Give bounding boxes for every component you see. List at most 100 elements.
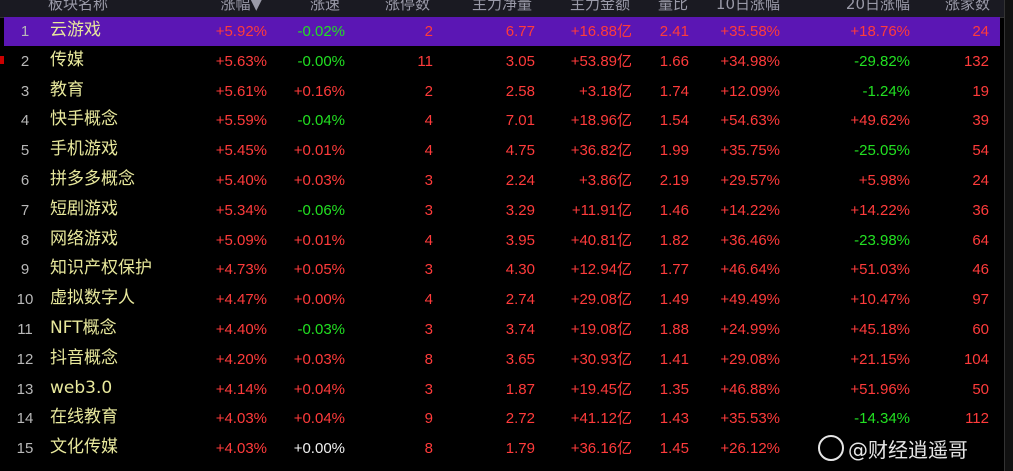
cell-d10: +34.98% [720, 52, 780, 70]
header-6[interactable]: 量比 [657, 0, 688, 13]
cell-up: 54 [972, 142, 989, 160]
table-row[interactable]: 12 抖音概念 +4.20% +0.03% 8 3.65 +30.93亿 1.41 +29.08… [4, 345, 1000, 374]
cell-up: 19 [972, 82, 989, 100]
sector-name: 抖音概念 [50, 347, 118, 368]
cell-spd: -0.00% [297, 52, 345, 70]
cell-d20: +49.62% [850, 112, 910, 130]
table-row[interactable]: 3 教育 +5.61% +0.16% 2 2.58 +3.18亿 1.74 +12.09% -1.… [4, 77, 1000, 106]
cell-jl: 3.05 [505, 52, 535, 70]
cell-d10: +35.53% [720, 410, 780, 428]
cell-zt: 4 [424, 231, 433, 249]
cell-spd: -0.04% [297, 112, 345, 130]
scrollbar[interactable] [1004, 0, 1013, 471]
cell-lb: 1.45 [659, 440, 689, 458]
sector-name: 短剧游戏 [50, 198, 118, 219]
row-index: 13 [16, 380, 34, 398]
cell-chg: +5.09% [215, 231, 267, 249]
sector-name: 传媒 [50, 49, 84, 70]
table-row[interactable]: 7 短剧游戏 +5.34% -0.06% 3 3.29 +11.91亿 1.46 +14.22%… [4, 196, 1000, 225]
sector-name: 在线教育 [50, 407, 118, 428]
cell-chg: +4.47% [215, 291, 267, 309]
header-9[interactable]: 涨家数 [944, 0, 990, 13]
cell-jl: 2.72 [505, 410, 535, 428]
cell-jl: 4.75 [505, 142, 535, 160]
sector-name: 拼多多概念 [50, 169, 135, 189]
cell-d10: +46.64% [720, 261, 780, 279]
sector-name: NFT概念 [50, 318, 117, 338]
cell-lb: 2.19 [659, 172, 689, 189]
cell-lb: 1.49 [659, 291, 689, 309]
table-row[interactable]: 8 网络游戏 +5.09% +0.01% 4 3.95 +40.81亿 1.82 +36.46%… [4, 226, 1000, 255]
cell-zt: 3 [424, 172, 433, 189]
cell-je: +41.12亿 [570, 410, 632, 428]
watermark: @财经逍遥哥 [818, 434, 968, 463]
cell-zt: 3 [424, 261, 433, 279]
cell-lb: 1.66 [659, 52, 689, 70]
cell-je: +3.18亿 [579, 82, 632, 100]
cell-lb: 1.43 [659, 410, 689, 428]
table-row[interactable]: 9 知识产权保护 +4.73% +0.05% 3 4.30 +12.94亿 1.77 +46.6… [4, 255, 1000, 284]
table-row[interactable]: 10 虚拟数字人 +4.47% +0.00% 4 2.74 +29.08亿 1.49 +49.4… [4, 285, 1000, 314]
header-0[interactable]: 板块名称 [48, 0, 109, 13]
cell-je: +36.16亿 [570, 440, 632, 458]
cell-lb: 1.41 [659, 350, 689, 368]
cell-d20: +14.22% [850, 201, 910, 219]
table-row[interactable]: 2 传媒 +5.63% -0.00% 11 3.05 +53.89亿 1.66 +34.98% -… [4, 47, 1000, 76]
cell-d20: +51.96% [850, 380, 910, 398]
cell-chg: +5.45% [215, 142, 267, 160]
cell-lb: 1.35 [659, 380, 689, 398]
table-row[interactable]: 14 在线教育 +4.03% +0.04% 9 2.72 +41.12亿 1.43 +35.53… [4, 404, 1000, 433]
header-8[interactable]: 20日涨幅 [845, 0, 910, 13]
header-1[interactable]: 涨幅▼ [220, 0, 262, 13]
cell-je: +19.08亿 [570, 321, 632, 338]
cell-je: +53.89亿 [570, 52, 632, 70]
table-row[interactable]: 13 web3.0 +4.14% +0.04% 3 1.87 +19.45亿 1.35 +46.… [4, 375, 1000, 404]
table-row[interactable]: 1 云游戏 +5.92% -0.02% 2 6.77 +16.88亿 2.41 +35.58% +… [4, 17, 1000, 46]
table-row[interactable]: 6 拼多多概念 +5.40% +0.03% 3 2.24 +3.86亿 2.19 +29.57%… [4, 166, 1000, 195]
table-row[interactable]: 4 快手概念 +5.59% -0.04% 4 7.01 +18.96亿 1.54 +54.63%… [4, 106, 1000, 135]
cell-spd: +0.03% [293, 172, 345, 189]
cell-zt: 3 [424, 321, 433, 338]
header-2[interactable]: 涨速 [309, 0, 340, 13]
cell-d20: +45.18% [850, 321, 910, 338]
row-marker [0, 56, 4, 64]
cell-d10: +35.75% [720, 142, 780, 160]
cell-d10: +54.63% [720, 112, 780, 130]
cell-je: +36.82亿 [570, 142, 632, 160]
cell-jl: 2.24 [505, 172, 535, 189]
cell-zt: 2 [424, 23, 433, 40]
cell-jl: 3.74 [505, 321, 535, 338]
cell-je: +18.96亿 [570, 112, 632, 130]
cell-chg: +4.40% [215, 321, 267, 338]
cell-chg: +4.03% [215, 440, 267, 458]
cell-spd: +0.05% [293, 261, 345, 279]
row-index: 8 [20, 231, 30, 249]
row-index: 15 [16, 440, 34, 458]
cell-spd: +0.01% [293, 142, 345, 160]
header-5[interactable]: 主力金额 [569, 0, 630, 13]
header-7[interactable]: 10日涨幅 [715, 0, 780, 13]
cell-jl: 7.01 [505, 112, 535, 130]
cell-zt: 4 [424, 112, 433, 130]
row-index: 5 [20, 142, 30, 160]
cell-lb: 2.41 [659, 23, 689, 40]
sector-name: web3.0 [50, 377, 113, 398]
table-row[interactable]: 5 手机游戏 +5.45% +0.01% 4 4.75 +36.82亿 1.99 +35.75%… [4, 136, 1000, 165]
sector-name: 教育 [50, 79, 84, 100]
table-row[interactable]: 15 文化传媒 +4.03% +0.00% 8 1.79 +36.16亿 1.45 +26.12… [4, 434, 1000, 463]
sector-name: 手机游戏 [50, 139, 118, 160]
table-row[interactable]: 11 NFT概念 +4.40% -0.03% 3 3.74 +19.08亿 1.88 +24.9… [4, 315, 1000, 344]
cell-jl: 3.29 [505, 201, 535, 219]
row-index: 7 [20, 201, 30, 219]
sector-name: 快手概念 [50, 109, 118, 130]
cell-chg: +4.20% [215, 350, 267, 368]
header-4[interactable]: 主力净量 [471, 0, 532, 13]
header-3[interactable]: 涨停数 [384, 0, 430, 13]
row-index: 4 [20, 112, 30, 130]
sector-name: 网络游戏 [50, 228, 118, 249]
cell-lb: 1.54 [659, 112, 689, 130]
cell-jl: 3.95 [505, 231, 535, 249]
cell-d20: +18.76% [850, 23, 910, 40]
cell-d10: +14.22% [720, 201, 780, 219]
weibo-icon [818, 435, 844, 461]
